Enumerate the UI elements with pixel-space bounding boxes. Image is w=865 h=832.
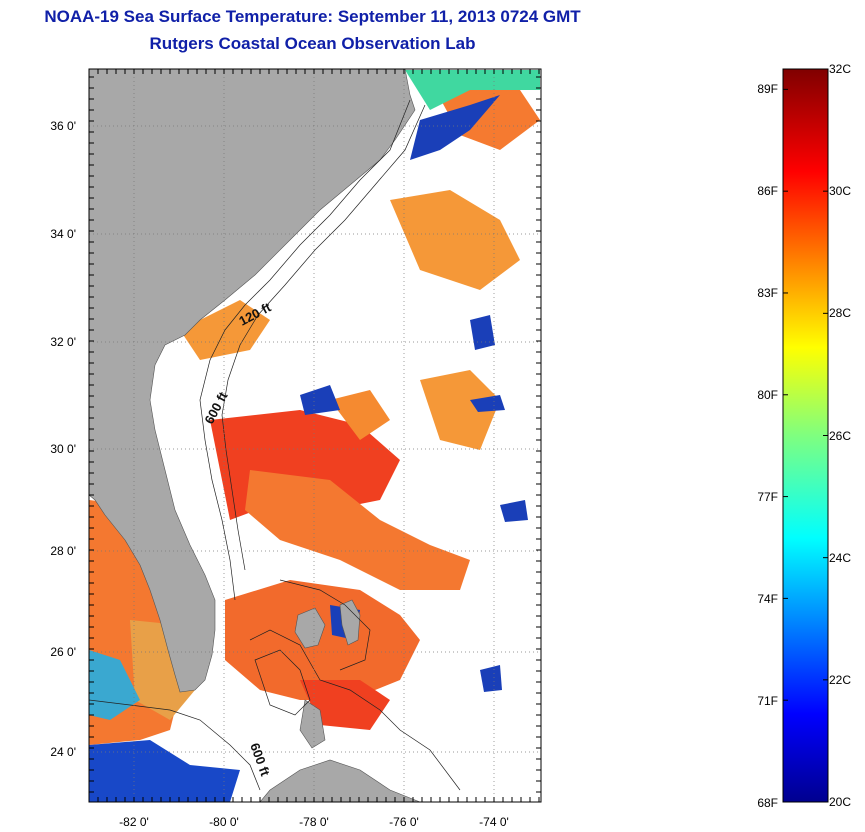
colorbar-label-26c: 26C bbox=[829, 429, 852, 443]
lon-label-minus74: -74 0' bbox=[479, 815, 509, 829]
colorbar-label-22c: 22C bbox=[829, 673, 852, 687]
colorbar-label-80f: 80F bbox=[757, 388, 778, 402]
lat-label-30: 30 0' bbox=[50, 442, 76, 456]
colorbar-label-71f: 71F bbox=[757, 694, 778, 708]
colorbar-label-20c: 20C bbox=[829, 795, 852, 809]
lat-label-28: 28 0' bbox=[50, 544, 76, 558]
map-layers: 120 ft 600 ft 600 ft bbox=[89, 69, 541, 802]
map-title: NOAA-19 Sea Surface Temperature: Septemb… bbox=[44, 7, 581, 26]
bathymetry-contours bbox=[89, 99, 461, 791]
colorbar-label-74f: 74F bbox=[757, 592, 778, 606]
lon-label-minus78: -78 0' bbox=[299, 815, 329, 829]
lon-label-minus76: -76 0' bbox=[389, 815, 419, 829]
lat-label-24: 24 0' bbox=[50, 745, 76, 759]
land-bahamas-south bbox=[299, 699, 326, 749]
land-mainland bbox=[89, 69, 416, 693]
lat-label-36: 36 0' bbox=[50, 119, 76, 133]
colorbar bbox=[782, 68, 829, 803]
lat-label-26: 26 0' bbox=[50, 645, 76, 659]
map-ticks bbox=[89, 69, 541, 802]
lon-label-minus80: -80 0' bbox=[209, 815, 239, 829]
colorbar-label-24c: 24C bbox=[829, 551, 852, 565]
sst-cool-patches bbox=[89, 70, 540, 802]
colorbar-label-83f: 83F bbox=[757, 286, 778, 300]
map-subtitle: Rutgers Coastal Ocean Observation Lab bbox=[149, 34, 476, 53]
land-abaco-island bbox=[339, 599, 361, 646]
colorbar-label-28c: 28C bbox=[829, 306, 852, 320]
map-frame bbox=[88, 68, 542, 803]
colorbar-label-30c: 30C bbox=[829, 184, 852, 198]
lat-label-34: 34 0' bbox=[50, 227, 76, 241]
lon-label-minus82: -82 0' bbox=[119, 815, 149, 829]
colorbar-label-77f: 77F bbox=[757, 490, 778, 504]
map-grid bbox=[89, 69, 541, 802]
land-cuba bbox=[259, 759, 421, 802]
colorbar-ticks bbox=[783, 68, 828, 803]
colorbar-label-68f: 68F bbox=[757, 796, 778, 810]
colorbar-label-32c: 32C bbox=[829, 62, 852, 76]
colorbar-label-86f: 86F bbox=[757, 184, 778, 198]
land-andros-island bbox=[294, 607, 326, 649]
sst-warm-patches bbox=[89, 78, 540, 745]
lat-label-32: 32 0' bbox=[50, 335, 76, 349]
colorbar-label-89f: 89F bbox=[757, 82, 778, 96]
